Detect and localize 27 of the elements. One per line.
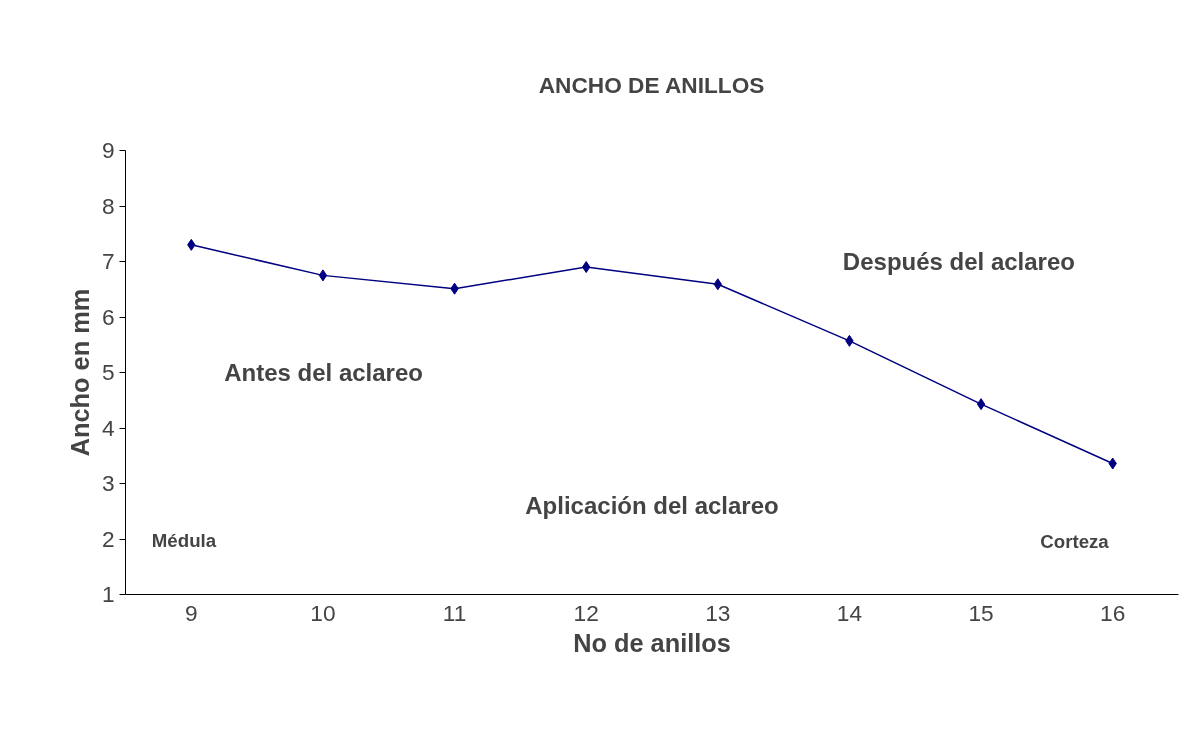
x-tick-label: 13 bbox=[705, 599, 731, 626]
point bbox=[976, 398, 986, 411]
y-tick-label: 8 bbox=[101, 192, 115, 219]
x-tick-label: 12 bbox=[573, 599, 599, 626]
y-tick-label: 2 bbox=[101, 525, 115, 552]
x-tick-label: 11 bbox=[442, 599, 467, 626]
y-tick-label: 5 bbox=[101, 359, 115, 385]
x-tick-label: 16 bbox=[1100, 599, 1126, 626]
x-axis-title: No de anillos bbox=[573, 628, 731, 657]
annotation: Después del aclareo bbox=[842, 248, 1075, 275]
y-tick-label: 7 bbox=[101, 248, 115, 274]
y-tick-label: 9 bbox=[101, 137, 115, 163]
x-tick-label: 10 bbox=[310, 599, 336, 626]
annotation: Corteza bbox=[1040, 531, 1110, 553]
point bbox=[318, 269, 328, 282]
y-tick-label: 3 bbox=[101, 470, 115, 496]
x-tick-label: 15 bbox=[968, 599, 994, 626]
y-tick-label: 6 bbox=[101, 303, 115, 330]
y-tick-label: 1 bbox=[101, 581, 115, 607]
y-tick-label: 4 bbox=[101, 414, 115, 441]
annotation: Antes del aclareo bbox=[224, 359, 423, 386]
chart-title: ANCHO DE ANILLOS bbox=[538, 72, 765, 98]
annotation: Médula bbox=[151, 529, 217, 551]
annotation: Aplicación del aclareo bbox=[525, 492, 779, 520]
x-tick-label: 14 bbox=[836, 599, 863, 626]
y-axis-title: Ancho en mm bbox=[65, 288, 94, 457]
x-tick-label: 9 bbox=[185, 599, 198, 626]
